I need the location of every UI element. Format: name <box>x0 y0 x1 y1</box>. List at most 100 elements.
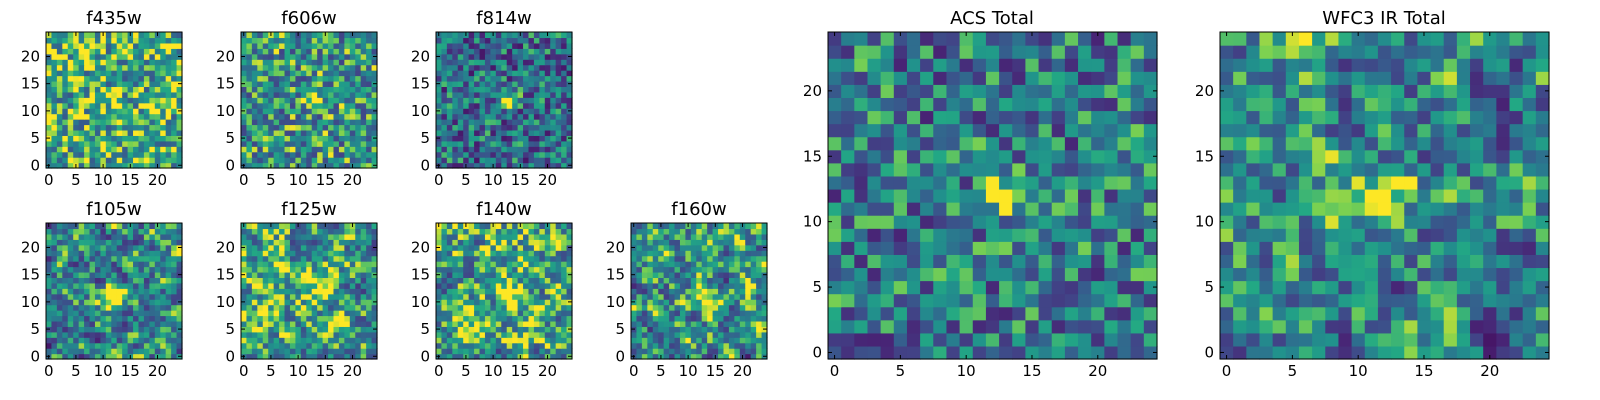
heatmap-cell <box>300 353 307 360</box>
heatmap-cell <box>289 70 296 77</box>
heatmap-cell <box>959 254 974 269</box>
heatmap-cell <box>544 266 551 273</box>
heatmap-cell <box>246 337 253 344</box>
y-tick-label: 10 <box>411 102 430 120</box>
heatmap-cell <box>111 113 118 120</box>
heatmap-cell <box>1143 306 1158 321</box>
heatmap-cell <box>246 146 253 153</box>
heatmap-cell <box>468 129 475 136</box>
heatmap-cell <box>306 129 313 136</box>
heatmap-cell <box>116 124 123 131</box>
heatmap-cell <box>652 304 659 311</box>
heatmap-cell <box>463 310 470 317</box>
heatmap-cells <box>631 223 768 360</box>
heatmap-cell <box>745 310 752 317</box>
heatmap-cell <box>652 233 659 240</box>
heatmap-cell <box>51 261 58 268</box>
heatmap-cell <box>56 108 63 115</box>
heatmap-cell <box>539 304 546 311</box>
heatmap-cell <box>273 337 280 344</box>
heatmap-cell <box>143 80 150 87</box>
heatmap-cell <box>349 288 356 295</box>
heatmap-cell <box>78 299 85 306</box>
heatmap-cell <box>246 70 253 77</box>
heatmap-cell <box>985 332 1000 347</box>
heatmap-cell <box>322 119 329 126</box>
heatmap-cell <box>306 162 313 169</box>
heatmap-cell <box>51 266 58 273</box>
heatmap-cell <box>663 233 670 240</box>
heatmap-cell <box>1051 332 1066 347</box>
heatmap-cell <box>328 266 335 273</box>
heatmap-cell <box>484 250 491 257</box>
heatmap-cell <box>457 113 464 120</box>
heatmap-cell <box>893 319 908 334</box>
heatmap-cell <box>441 75 448 82</box>
heatmap-cell <box>116 119 123 126</box>
heatmap-cell <box>111 108 118 115</box>
heatmap-cell <box>463 255 470 262</box>
heatmap-cell <box>1038 175 1053 190</box>
heatmap-cell <box>495 293 502 300</box>
heatmap-cell <box>338 288 345 295</box>
heatmap-cell <box>94 271 101 278</box>
heatmap-cell <box>506 320 513 327</box>
heatmap-cell <box>160 223 167 230</box>
heatmap-cell <box>279 102 286 109</box>
heatmap-cell <box>338 261 345 268</box>
heatmap-cell <box>920 267 934 282</box>
heatmap-cell <box>517 228 524 235</box>
heatmap-cell <box>707 353 714 360</box>
heatmap-cell <box>328 320 335 327</box>
heatmap-cell <box>289 315 296 322</box>
heatmap-cell <box>490 228 497 235</box>
heatmap-cell <box>111 32 118 39</box>
heatmap-cell <box>154 255 161 262</box>
heatmap-cell <box>149 135 156 142</box>
heatmap-cell <box>279 86 286 93</box>
heatmap-cell <box>761 342 768 349</box>
heatmap-cell <box>241 102 248 109</box>
heatmap-cell <box>133 135 140 142</box>
heatmap-cell <box>652 299 659 306</box>
heatmap-cell <box>685 255 692 262</box>
heatmap-cell <box>734 261 741 268</box>
heatmap-cell <box>696 337 703 344</box>
heatmap-cell <box>116 223 123 230</box>
heatmap-cell <box>436 75 443 82</box>
heatmap-cell <box>446 331 453 338</box>
heatmap-cell <box>127 239 134 246</box>
heatmap-cell <box>701 255 708 262</box>
heatmap-cell <box>756 310 763 317</box>
heatmap-cell <box>479 348 486 355</box>
heatmap-cell <box>371 320 378 327</box>
heatmap-cell <box>171 326 178 333</box>
heatmap-cell <box>105 37 112 44</box>
heatmap-cell <box>165 157 172 164</box>
heatmap-cell <box>718 320 725 327</box>
heatmap-cell <box>436 59 443 66</box>
heatmap-cell <box>165 293 172 300</box>
heatmap-cell <box>273 261 280 268</box>
heatmap-cell <box>495 353 502 360</box>
heatmap-cell <box>484 293 491 300</box>
heatmap-cell <box>78 255 85 262</box>
heatmap-cell <box>647 233 654 240</box>
heatmap-cell <box>300 48 307 55</box>
heatmap-cell <box>62 342 69 349</box>
heatmap-cell <box>490 310 497 317</box>
heatmap-cell <box>734 277 741 284</box>
heatmap-cell <box>561 91 568 98</box>
heatmap-cell <box>149 42 156 49</box>
heatmap-cell <box>171 32 178 39</box>
heatmap-cell <box>328 250 335 257</box>
heatmap-cell <box>533 86 540 93</box>
heatmap-cell <box>739 342 746 349</box>
heatmap-cell <box>284 157 291 164</box>
heatmap-cell <box>495 233 502 240</box>
heatmap-cell <box>289 37 296 44</box>
heatmap-cell <box>495 157 502 164</box>
heatmap-cell <box>84 244 91 251</box>
heatmap-cell <box>56 113 63 120</box>
